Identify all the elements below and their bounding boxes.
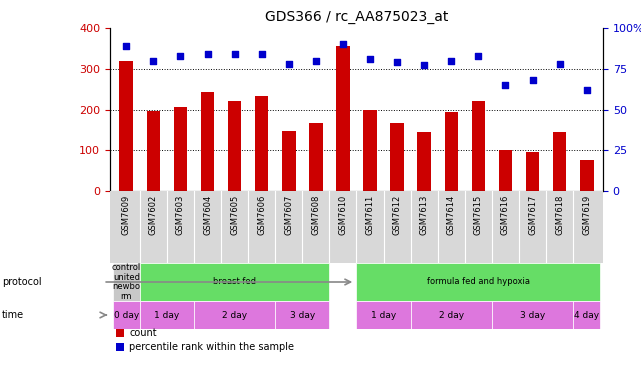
Text: GSM7604: GSM7604 [203,195,212,235]
Bar [499,150,512,191]
Bar [526,152,539,191]
Text: GSM7610: GSM7610 [338,195,347,235]
Text: GSM7618: GSM7618 [555,195,564,235]
Point [203,51,213,57]
Text: 0 day: 0 day [113,310,139,320]
Text: time: time [2,310,24,320]
Title: GDS366 / rc_AA875023_at: GDS366 / rc_AA875023_at [265,10,448,24]
Text: 4 day: 4 day [574,310,599,320]
Text: breast fed: breast fed [213,277,256,287]
Text: 3 day: 3 day [520,310,545,320]
Point [392,59,403,65]
Bar [113,263,140,301]
Bar [228,101,242,191]
Text: GSM7611: GSM7611 [365,195,374,235]
Text: GSM7605: GSM7605 [230,195,239,235]
Bar [255,96,269,191]
Point [528,77,538,83]
Bar [553,132,567,191]
Point [121,43,131,49]
Bar [492,301,573,329]
Text: 2 day: 2 day [438,310,464,320]
Point [256,51,267,57]
Bar [119,61,133,191]
Point [419,63,429,68]
Bar [282,131,296,191]
Bar [573,301,600,329]
Text: percentile rank within the sample: percentile rank within the sample [129,342,294,352]
Bar [445,112,458,191]
Bar [113,301,140,329]
Text: GSM7613: GSM7613 [420,195,429,235]
Text: GSM7603: GSM7603 [176,195,185,235]
Text: GSM7609: GSM7609 [122,195,131,235]
Bar [472,101,485,191]
Bar [580,160,594,191]
Text: protocol: protocol [2,277,42,287]
Point [284,61,294,67]
Text: GSM7614: GSM7614 [447,195,456,235]
Text: GSM7602: GSM7602 [149,195,158,235]
Text: 2 day: 2 day [222,310,247,320]
Text: GSM7612: GSM7612 [393,195,402,235]
Point [229,51,240,57]
Bar [411,301,492,329]
Bar [140,301,194,329]
Point [365,56,375,62]
Bar [336,46,350,191]
Text: GSM7615: GSM7615 [474,195,483,235]
Bar [140,263,329,301]
Point [473,53,483,59]
Bar [363,110,377,191]
Bar [201,92,214,191]
Text: formula fed and hypoxia: formula fed and hypoxia [427,277,530,287]
Bar [174,107,187,191]
Text: GSM7606: GSM7606 [257,195,266,235]
Text: 1 day: 1 day [154,310,179,320]
Point [581,87,592,93]
Bar [194,301,275,329]
Bar [309,123,322,191]
Bar [356,301,411,329]
Text: GSM7616: GSM7616 [501,195,510,235]
Point [338,41,348,47]
Text: GSM7619: GSM7619 [582,195,591,235]
Text: count: count [129,328,157,338]
Point [175,53,185,59]
Text: 3 day: 3 day [290,310,315,320]
Point [446,58,456,64]
Text: GSM7608: GSM7608 [312,195,320,235]
Bar [275,301,329,329]
Bar [147,111,160,191]
Text: 1 day: 1 day [371,310,396,320]
Point [311,58,321,64]
Text: control
united
newbo
rm: control united newbo rm [112,263,141,301]
Bar [417,131,431,191]
Bar [356,263,600,301]
Point [501,82,511,88]
Point [148,58,158,64]
Text: GSM7617: GSM7617 [528,195,537,235]
Bar [390,123,404,191]
Point [554,61,565,67]
Text: GSM7607: GSM7607 [284,195,294,235]
